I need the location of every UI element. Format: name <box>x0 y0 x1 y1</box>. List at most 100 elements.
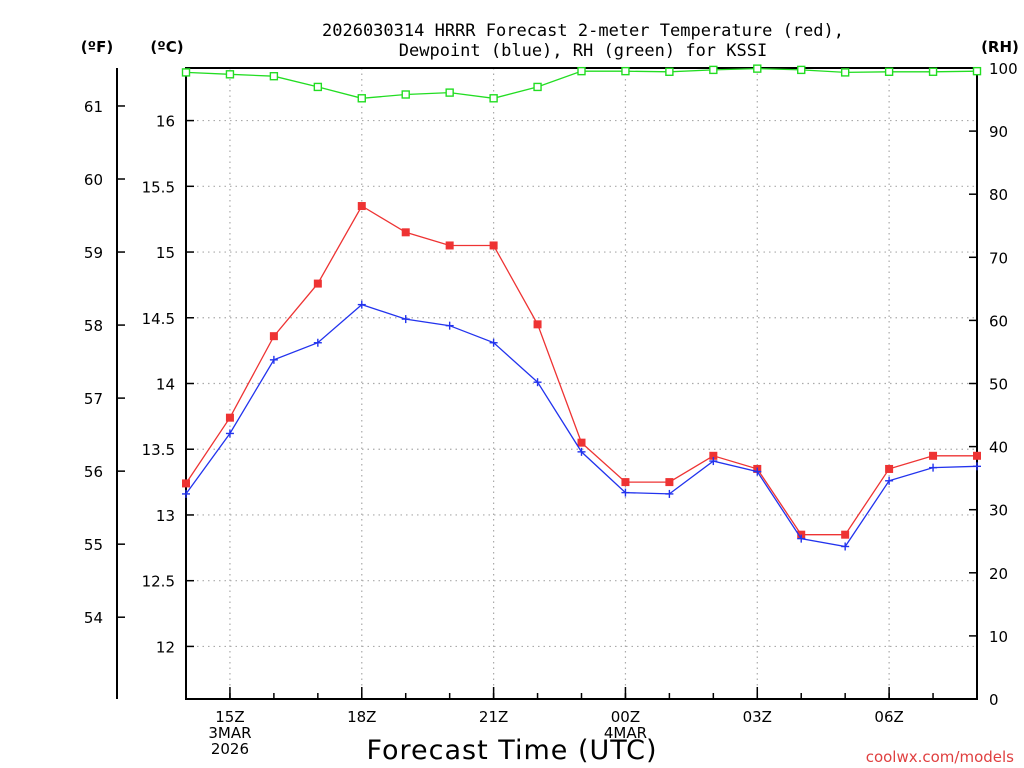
rh-point <box>269 72 279 81</box>
rh-tick-label: 0 <box>989 691 999 709</box>
rh-tick-label: 70 <box>989 249 1008 267</box>
dewpoint-point <box>621 488 630 497</box>
temperature-point <box>885 464 894 473</box>
dewpoint-point <box>841 542 850 551</box>
credit-text: coolwx.com/models <box>866 748 1014 766</box>
celsius-tick-label: 14 <box>156 376 175 394</box>
rh-point <box>225 70 235 79</box>
fahrenheit-tick-label: 60 <box>84 171 103 189</box>
temperature-point <box>489 241 498 250</box>
fahrenheit-tick-label: 57 <box>84 390 103 408</box>
rh-point <box>797 65 806 75</box>
dewpoint-point <box>973 462 981 471</box>
chart-title-line2: Dewpoint (blue), RH (green) for KSSI <box>399 41 767 61</box>
rh-point <box>621 66 630 76</box>
fahrenheit-unit-label: (ºF) <box>81 38 113 56</box>
dewpoint-point <box>357 300 366 309</box>
x-tick-label: 21Z <box>479 708 508 726</box>
celsius-tick-label: 13 <box>156 507 175 525</box>
x-tick-label: 2026 <box>211 740 249 758</box>
rh-point <box>401 90 410 99</box>
dewpoint-point <box>577 447 586 456</box>
x-tick-label: 4MAR <box>604 724 647 742</box>
dewpoint-point <box>885 476 894 485</box>
temperature-point <box>973 451 981 460</box>
dewpoint-point <box>182 489 190 498</box>
rh-point <box>577 66 586 76</box>
rh-tick-label: 30 <box>989 502 1008 520</box>
rh-tick-label: 40 <box>989 439 1008 457</box>
series-line-temperature <box>185 205 977 536</box>
rh-point <box>709 65 718 75</box>
celsius-unit-label: (ºC) <box>150 38 183 56</box>
fahrenheit-tick-label: 61 <box>84 98 103 116</box>
x-tick-label: 00Z <box>611 708 640 726</box>
rh-tick-label: 90 <box>989 123 1008 141</box>
axes: 12 12.5 13 13.5 14 14.5 15 15.5 16 54 55 56 57 58 59 60… <box>84 60 1018 758</box>
grid-lines <box>186 68 977 699</box>
rh-point <box>313 82 323 92</box>
rh-tick-label: 80 <box>989 186 1008 204</box>
dewpoint-point <box>489 338 498 347</box>
temperature-point <box>357 202 366 211</box>
dewpoint-point <box>445 321 454 330</box>
rh-point <box>928 67 938 76</box>
rh-point <box>884 67 894 76</box>
rh-point <box>665 67 674 76</box>
rh-tick-label: 50 <box>989 376 1008 394</box>
x-tick-label: 18Z <box>347 708 376 726</box>
temperature-point <box>269 332 278 341</box>
series-line-dewpoint <box>185 303 978 548</box>
rh-tick-label: 20 <box>989 565 1008 583</box>
fahrenheit-tick-label: 55 <box>84 536 103 554</box>
rh-point <box>181 68 191 77</box>
temperature-point <box>182 479 190 488</box>
dewpoint-point <box>313 338 322 347</box>
temperature-point <box>709 451 718 460</box>
rh-point <box>840 68 850 77</box>
celsius-tick-label: 16 <box>156 113 175 131</box>
rh-point <box>533 82 542 92</box>
x-axis-title: Forecast Time (UTC) <box>366 735 657 766</box>
dewpoint-point <box>665 489 674 498</box>
dewpoint-point <box>753 467 762 476</box>
chart-title-line1: 2026030314 HRRR Forecast 2-meter Tempera… <box>322 21 844 41</box>
celsius-tick-label: 15 <box>156 244 175 262</box>
dewpoint-point <box>401 315 410 324</box>
celsius-tick-label: 12.5 <box>142 573 175 591</box>
fahrenheit-tick-label: 59 <box>84 244 103 262</box>
dewpoint-point <box>929 463 938 472</box>
rh-point <box>753 64 762 73</box>
dewpoint-point <box>269 355 278 364</box>
dewpoint-point <box>533 378 542 387</box>
celsius-tick-label: 15.5 <box>142 178 175 196</box>
fahrenheit-tick-label: 54 <box>84 609 103 627</box>
temperature-point <box>665 478 674 487</box>
dewpoint-point <box>797 534 806 543</box>
celsius-tick-label: 12 <box>156 638 175 656</box>
x-tick-label: 06Z <box>874 708 903 726</box>
temperature-point <box>401 228 410 237</box>
dewpoint-point <box>709 457 718 466</box>
temperature-point <box>533 320 542 329</box>
data-series <box>181 64 982 551</box>
rh-point <box>445 88 454 97</box>
rh-unit-label: (RH) <box>981 38 1019 56</box>
rh-tick-label: 10 <box>989 628 1008 646</box>
rh-tick-label: 100 <box>989 60 1018 78</box>
celsius-tick-label: 13.5 <box>142 441 175 459</box>
rh-point <box>972 66 982 76</box>
celsius-tick-label: 14.5 <box>142 310 175 328</box>
fahrenheit-tick-label: 58 <box>84 317 103 335</box>
rh-tick-label: 60 <box>989 312 1008 330</box>
temperature-point <box>313 279 322 288</box>
temperature-point <box>621 478 630 487</box>
rh-point <box>357 94 366 103</box>
fahrenheit-tick-label: 56 <box>84 463 103 481</box>
rh-point <box>489 94 498 103</box>
temperature-point <box>225 413 234 422</box>
temperature-point <box>841 530 850 539</box>
temperature-point <box>577 438 586 447</box>
x-tick-label: 03Z <box>743 708 772 726</box>
